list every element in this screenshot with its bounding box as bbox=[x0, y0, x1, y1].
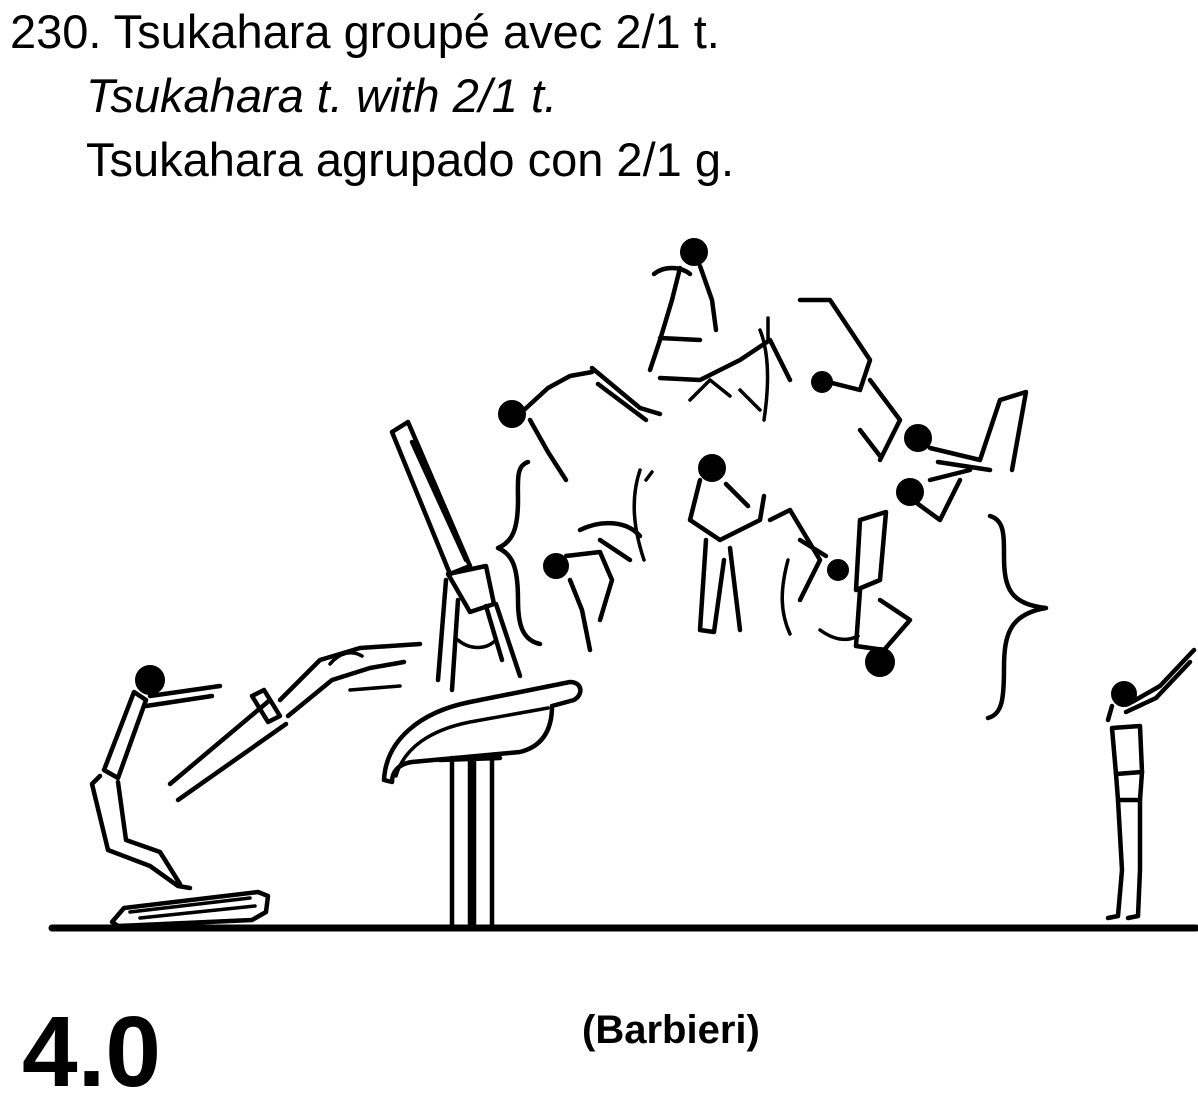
gymnast-takeoff bbox=[89, 641, 423, 891]
element-title: 230. Tsukahara groupé avec 2/1 t. bbox=[10, 5, 720, 58]
gymnast-landing bbox=[1105, 647, 1197, 921]
gymnast-salto-upper bbox=[498, 238, 1029, 523]
element-title-spanish: Tsukahara agrupado con 2/1 g. bbox=[86, 133, 735, 186]
springboard bbox=[109, 889, 271, 929]
element-title-english: Tsukahara t. with 2/1 t. bbox=[86, 69, 558, 122]
difficulty-value: 4.0 bbox=[22, 996, 162, 1108]
vaulting-table bbox=[381, 679, 583, 928]
twist-brackets bbox=[495, 459, 1049, 721]
credit-name: (Barbieri) bbox=[582, 1008, 760, 1052]
gymnast-handstand bbox=[389, 419, 523, 693]
gymnast-tucked-salto bbox=[543, 454, 913, 677]
